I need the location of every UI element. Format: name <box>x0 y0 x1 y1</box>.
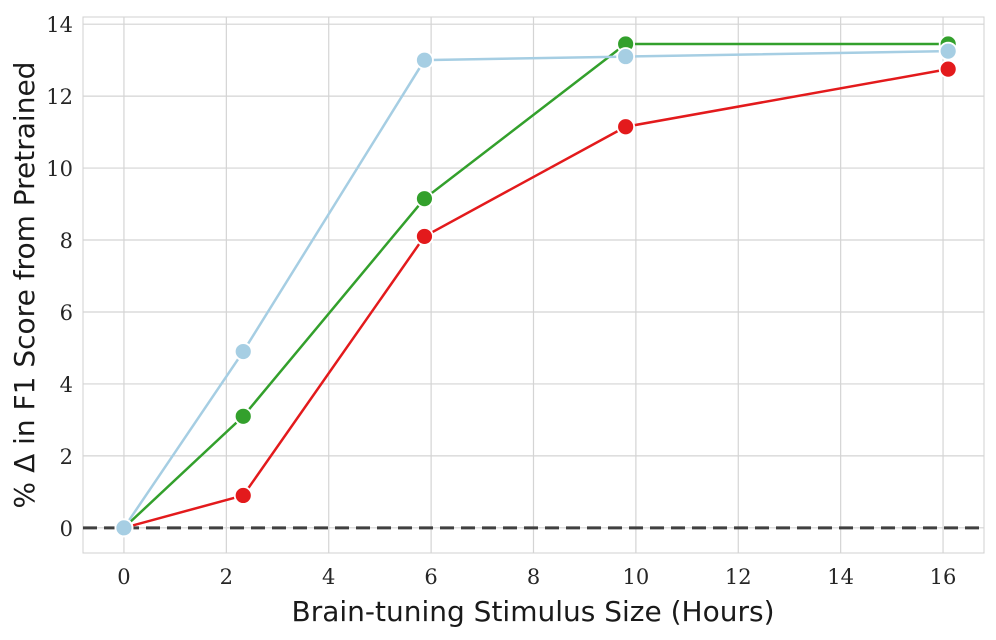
x-tick-label: 8 <box>527 565 540 589</box>
data-point <box>114 518 134 538</box>
y-axis-label: % Δ in F1 Score from Pretrained <box>8 62 41 509</box>
x-tick-label: 12 <box>725 565 752 589</box>
x-tick-label: 14 <box>827 565 854 589</box>
data-point <box>415 50 434 70</box>
x-axis-label: Brain-tuning Stimulus Size (Hours) <box>292 595 775 628</box>
data-point <box>938 41 958 61</box>
y-tick-label: 2 <box>60 445 73 469</box>
y-tick-label: 4 <box>60 373 73 397</box>
y-tick-label: 14 <box>46 13 73 37</box>
x-tick-label: 0 <box>117 565 130 589</box>
y-tick-label: 10 <box>46 157 73 181</box>
x-tick-label: 4 <box>322 565 335 589</box>
series-group <box>114 34 958 538</box>
data-point <box>233 486 253 505</box>
y-tick-label: 0 <box>60 517 73 541</box>
y-tick-label: 12 <box>46 85 73 109</box>
y-tick-label: 6 <box>60 301 73 325</box>
x-tick-label: 6 <box>424 565 437 589</box>
data-point <box>233 342 253 361</box>
x-tick-labels: 0 2 4 6 8 10 12 14 16 <box>117 565 956 589</box>
series-3 <box>114 41 958 538</box>
data-point <box>616 117 636 137</box>
x-tick-label: 10 <box>623 565 650 589</box>
data-point <box>233 406 253 426</box>
data-point <box>415 227 434 246</box>
y-tick-label: 8 <box>60 229 73 253</box>
data-point <box>938 59 958 79</box>
x-tick-label: 16 <box>930 565 957 589</box>
data-point <box>616 47 636 66</box>
y-tick-labels: 0 2 4 6 8 10 12 14 <box>46 13 73 541</box>
data-point <box>415 189 434 209</box>
x-tick-label: 2 <box>220 565 233 589</box>
